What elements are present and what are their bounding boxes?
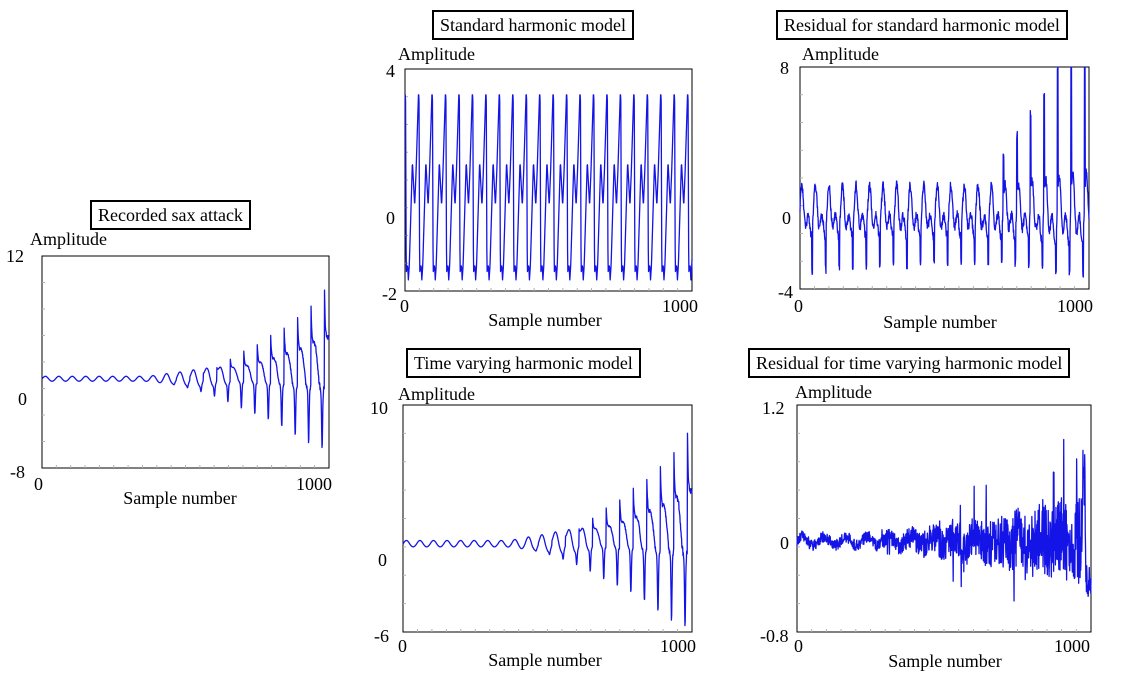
y-tick-label: -4 bbox=[778, 282, 793, 302]
x-tick-label: 0 bbox=[34, 474, 43, 494]
x-tick-label: 0 bbox=[398, 636, 407, 656]
chart-title: Time varying harmonic model bbox=[406, 348, 641, 378]
chart-svg bbox=[796, 404, 1092, 633]
y-tick-label: 0 bbox=[378, 550, 387, 570]
x-tick-label: 1000 bbox=[662, 296, 698, 316]
y-tick-label: -0.8 bbox=[760, 626, 789, 646]
x-axis-label: Sample number bbox=[488, 650, 602, 670]
series-line bbox=[796, 438, 1092, 602]
chart-svg bbox=[41, 255, 330, 469]
y-tick-label: 0 bbox=[386, 208, 395, 228]
plot-area bbox=[796, 404, 1092, 633]
x-tick-label: 0 bbox=[400, 296, 409, 316]
y-axis-label: Amplitude bbox=[30, 229, 107, 249]
y-tick-label: 1.2 bbox=[762, 398, 785, 418]
y-axis-label: Amplitude bbox=[398, 44, 475, 64]
y-tick-label: 4 bbox=[386, 61, 395, 81]
series-line bbox=[799, 66, 1090, 278]
plot-area bbox=[404, 68, 693, 292]
y-tick-label: 0 bbox=[18, 389, 27, 409]
series-line bbox=[404, 94, 693, 281]
series-line bbox=[41, 289, 330, 449]
y-axis-label: Amplitude bbox=[795, 382, 872, 402]
chart-title: Recorded sax attack bbox=[90, 200, 251, 230]
plot-area bbox=[799, 66, 1090, 290]
plot-frame bbox=[402, 404, 693, 633]
y-axis-label: Amplitude bbox=[802, 44, 879, 64]
y-tick-label: 0 bbox=[780, 533, 789, 553]
y-tick-label: 0 bbox=[782, 208, 791, 228]
chart-svg bbox=[404, 68, 693, 292]
x-tick-label: 0 bbox=[794, 636, 803, 656]
y-tick-label: 10 bbox=[370, 398, 388, 418]
x-axis-label: Sample number bbox=[883, 312, 997, 332]
plot-area bbox=[402, 404, 693, 633]
x-tick-label: 1000 bbox=[1054, 636, 1090, 656]
y-tick-label: -8 bbox=[10, 462, 25, 482]
x-tick-label: 1000 bbox=[296, 474, 332, 494]
x-axis-label: Sample number bbox=[488, 310, 602, 330]
y-tick-label: -6 bbox=[374, 626, 389, 646]
chart-svg bbox=[799, 66, 1090, 290]
chart-title: Residual for time varying harmonic model bbox=[748, 348, 1071, 378]
series-line bbox=[402, 432, 693, 627]
chart-title: Standard harmonic model bbox=[432, 10, 634, 40]
x-axis-label: Sample number bbox=[888, 651, 1002, 671]
x-tick-label: 1000 bbox=[1057, 296, 1093, 316]
y-tick-label: 12 bbox=[6, 246, 24, 266]
y-tick-label: -2 bbox=[382, 284, 397, 304]
x-axis-label: Sample number bbox=[123, 488, 237, 508]
y-tick-label: 8 bbox=[780, 58, 789, 78]
chart-title: Residual for standard harmonic model bbox=[776, 10, 1068, 40]
plot-frame bbox=[41, 255, 330, 469]
plot-area bbox=[41, 255, 330, 469]
x-tick-label: 0 bbox=[794, 296, 803, 316]
y-axis-label: Amplitude bbox=[398, 384, 475, 404]
chart-svg bbox=[402, 404, 693, 633]
x-tick-label: 1000 bbox=[660, 636, 696, 656]
